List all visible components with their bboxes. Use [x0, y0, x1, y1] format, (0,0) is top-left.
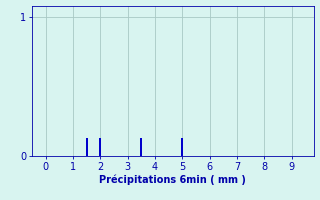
X-axis label: Précipitations 6min ( mm ): Précipitations 6min ( mm )	[100, 174, 246, 185]
Bar	[85, 138, 88, 156]
Bar	[140, 138, 142, 156]
Bar	[181, 138, 183, 156]
Bar	[99, 138, 101, 156]
